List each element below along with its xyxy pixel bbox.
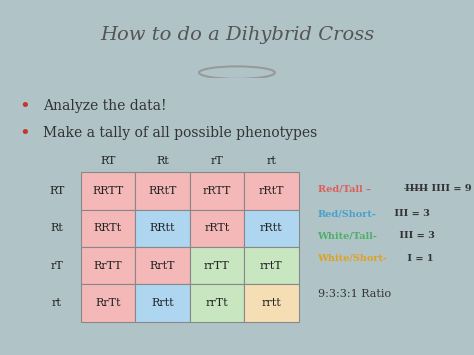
Text: III = 3: III = 3 bbox=[391, 209, 430, 218]
Text: rRTt: rRTt bbox=[204, 223, 229, 233]
Text: RRTT: RRTT bbox=[92, 186, 123, 196]
Text: rrtT: rrtT bbox=[260, 261, 283, 271]
FancyBboxPatch shape bbox=[244, 209, 299, 247]
Text: Make a tally of all possible phenotypes: Make a tally of all possible phenotypes bbox=[43, 126, 317, 141]
FancyBboxPatch shape bbox=[81, 172, 135, 209]
Text: RrTt: RrTt bbox=[95, 298, 120, 308]
Text: 9:3:3:1 Ratio: 9:3:3:1 Ratio bbox=[318, 289, 391, 299]
Text: I = 1: I = 1 bbox=[404, 253, 434, 263]
Text: Rrtt: Rrtt bbox=[151, 298, 173, 308]
FancyBboxPatch shape bbox=[135, 284, 190, 322]
Text: RrTT: RrTT bbox=[93, 261, 122, 271]
Text: rrTt: rrTt bbox=[206, 298, 228, 308]
Text: Analyze the data!: Analyze the data! bbox=[43, 99, 166, 113]
Text: •: • bbox=[19, 125, 30, 142]
Text: How to do a Dihybrid Cross: How to do a Dihybrid Cross bbox=[100, 26, 374, 44]
Text: Rt: Rt bbox=[51, 223, 63, 233]
Text: rrTT: rrTT bbox=[204, 261, 230, 271]
FancyBboxPatch shape bbox=[190, 284, 244, 322]
FancyBboxPatch shape bbox=[190, 247, 244, 284]
FancyBboxPatch shape bbox=[135, 247, 190, 284]
FancyBboxPatch shape bbox=[81, 247, 135, 284]
Text: rRtt: rRtt bbox=[260, 223, 283, 233]
Text: RRtt: RRtt bbox=[150, 223, 175, 233]
FancyBboxPatch shape bbox=[190, 172, 244, 209]
FancyBboxPatch shape bbox=[135, 172, 190, 209]
Text: Red/Tall –: Red/Tall – bbox=[318, 184, 374, 193]
Text: III = 3: III = 3 bbox=[396, 231, 435, 240]
Text: I̶I̶I̶I̶I̶ IIII = 9: I̶I̶I̶I̶I̶ IIII = 9 bbox=[405, 184, 472, 193]
FancyBboxPatch shape bbox=[135, 209, 190, 247]
Text: White/Tall-: White/Tall- bbox=[318, 231, 377, 240]
FancyBboxPatch shape bbox=[190, 209, 244, 247]
Text: White/Short-: White/Short- bbox=[318, 253, 388, 263]
FancyBboxPatch shape bbox=[244, 172, 299, 209]
Text: Red/Short-: Red/Short- bbox=[318, 209, 376, 218]
Text: RRTt: RRTt bbox=[94, 223, 122, 233]
Text: RT: RT bbox=[49, 186, 64, 196]
Text: RT: RT bbox=[100, 156, 116, 166]
FancyBboxPatch shape bbox=[81, 284, 135, 322]
Text: rt: rt bbox=[52, 298, 62, 308]
Text: rRTT: rRTT bbox=[203, 186, 231, 196]
Text: rT: rT bbox=[210, 156, 223, 166]
Text: rrtt: rrtt bbox=[262, 298, 281, 308]
Text: rt: rt bbox=[266, 156, 276, 166]
Text: rRtT: rRtT bbox=[259, 186, 284, 196]
FancyBboxPatch shape bbox=[244, 247, 299, 284]
Text: RRtT: RRtT bbox=[148, 186, 176, 196]
FancyBboxPatch shape bbox=[81, 209, 135, 247]
Text: •: • bbox=[19, 97, 30, 115]
Text: Rt: Rt bbox=[156, 156, 169, 166]
Text: RrtT: RrtT bbox=[150, 261, 175, 271]
FancyBboxPatch shape bbox=[244, 284, 299, 322]
Text: rT: rT bbox=[51, 261, 63, 271]
